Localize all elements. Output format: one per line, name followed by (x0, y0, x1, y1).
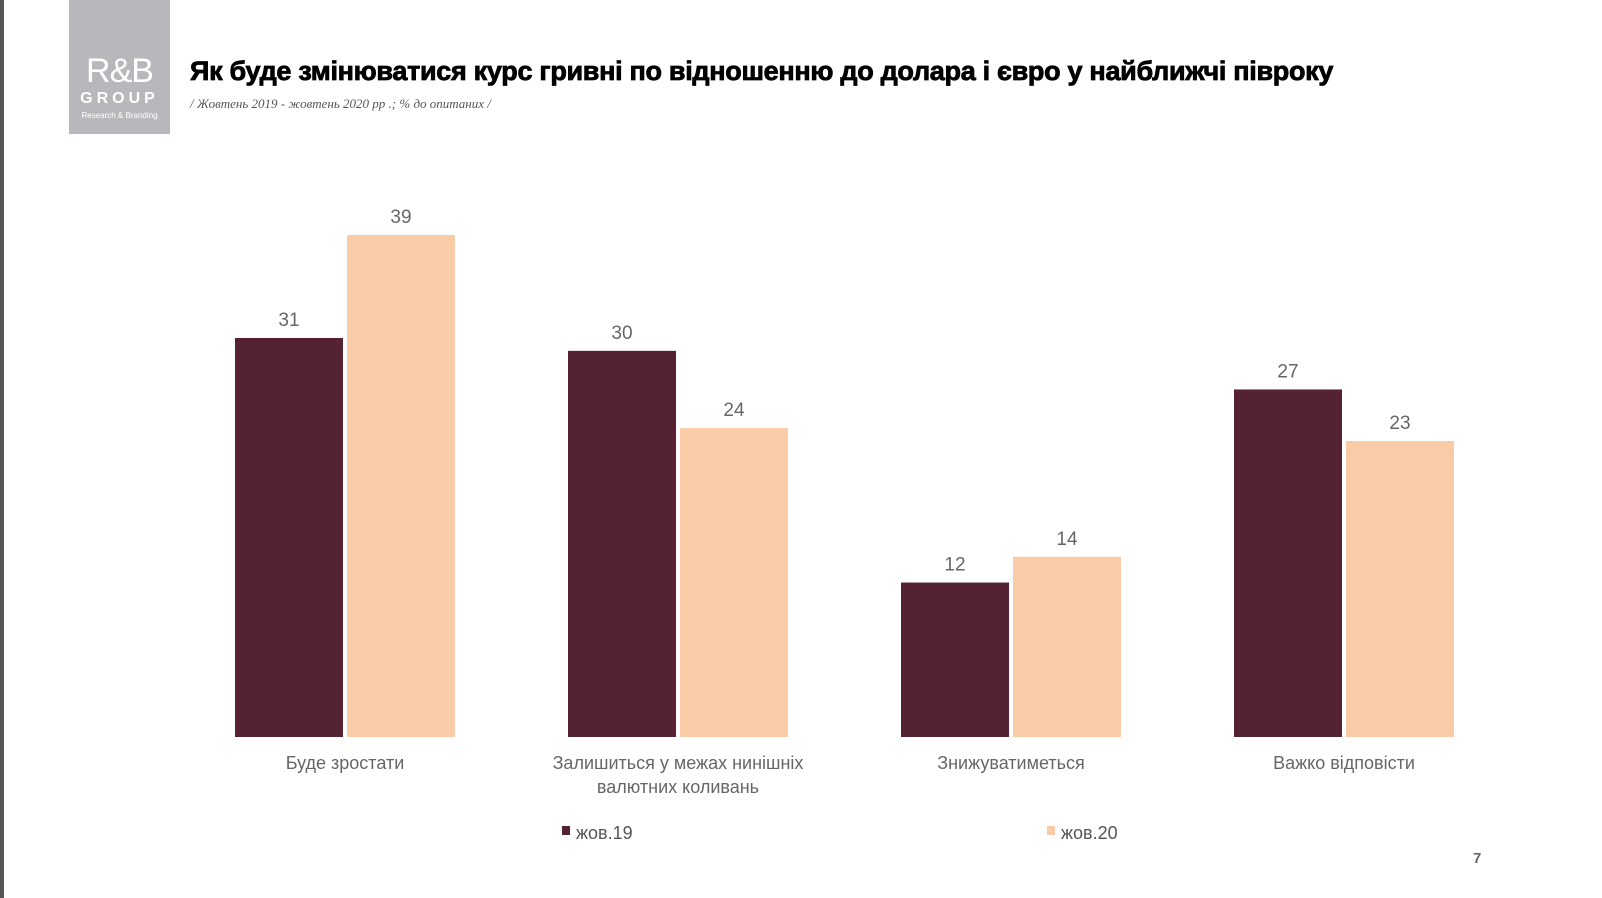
bar (901, 582, 1009, 737)
left-edge (0, 0, 4, 898)
page-number: 7 (1473, 850, 1482, 867)
chart-title: Як буде змінюватися курс гривні по відно… (190, 56, 1334, 87)
data-label: 12 (944, 555, 965, 576)
category-label: Знижуватиметься (937, 753, 1085, 773)
data-label: 39 (390, 207, 411, 228)
bar (235, 337, 343, 737)
category-label: Буде зростати (286, 753, 405, 773)
category-label: валютних коливань (597, 777, 759, 797)
data-label: 14 (1056, 529, 1078, 550)
bar (568, 350, 676, 737)
bar (347, 235, 455, 737)
logo: R&B GROUP Research & Branding (69, 0, 170, 134)
category-label: Залишиться у межах нинішніх (553, 753, 804, 773)
bar (1234, 389, 1342, 737)
legend-swatch (1047, 826, 1055, 835)
data-label: 31 (278, 310, 299, 331)
chart-subtitle: / Жовтень 2019 - жовтень 2020 рр .; % до… (190, 96, 491, 111)
data-label: 30 (611, 323, 632, 344)
legend-label: жов.19 (576, 823, 633, 843)
bar (1013, 556, 1121, 737)
logo-tagline: Research & Branding (81, 111, 158, 120)
data-label: 23 (1389, 413, 1410, 434)
bar (680, 428, 788, 737)
data-label: 27 (1277, 361, 1298, 382)
legend-label: жов.20 (1061, 823, 1118, 843)
logo-group: GROUP (80, 90, 159, 107)
data-label: 24 (723, 400, 745, 421)
bar (1346, 440, 1454, 737)
category-label: Важко відповісти (1273, 753, 1415, 773)
logo-text: R&B (86, 52, 154, 90)
legend-swatch (562, 826, 570, 835)
